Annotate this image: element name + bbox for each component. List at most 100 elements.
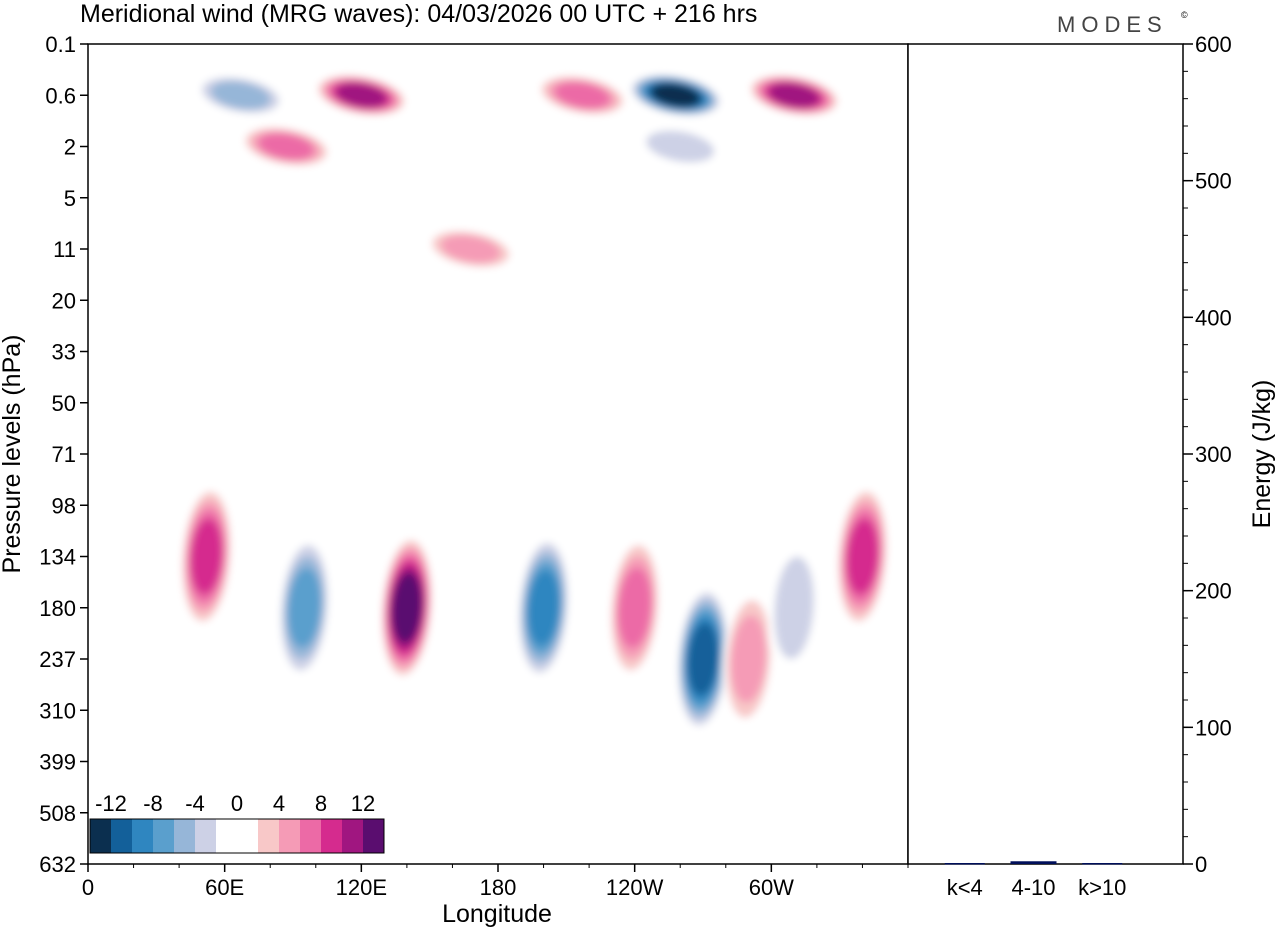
colorbar-swatch [111,819,132,853]
contour-feature [835,482,889,631]
contour-feature [746,73,842,117]
y-tick-label: 2 [64,135,76,160]
y-tick-label: 508 [39,801,76,826]
plot-area [88,44,908,864]
x-axis-label: Longitude [442,900,552,928]
y-tick-label: 632 [39,852,76,877]
y-tick-label: 5 [64,186,76,211]
y-axis-label: Pressure levels (hPa) [0,335,26,574]
colorbar-swatch [300,819,321,853]
contour-level [190,518,223,595]
contour-feature [767,533,821,682]
contour-feature [179,482,233,631]
contour-level [287,567,321,648]
y-tick-label: 237 [39,647,76,672]
contour-feature [676,585,730,733]
energy-category-label: k>10 [1078,875,1126,900]
contour-level [687,622,719,696]
contour-feature [608,533,662,682]
brand-text: MODES [1057,12,1168,37]
contour-feature [423,227,519,271]
contour-feature [632,125,728,168]
y-tick-label: 98 [52,493,76,518]
colorbar-swatch [153,819,174,853]
colorbar-swatch [174,819,195,853]
contour-feature [534,73,630,117]
x-tick-label: 60E [205,875,244,900]
contour-feature [380,533,434,682]
contour-feature [238,125,334,168]
y-tick-label: 20 [52,288,76,313]
colorbar-swatch [216,819,237,853]
y-tick-label: 33 [52,340,76,365]
colorbar: -12 -8 -4 0 4 8 12 [88,781,385,859]
x-tick-label: 0 [82,875,94,900]
contour-feature [313,73,409,117]
colorbar-swatch [132,819,153,853]
colorbar-swatch [237,819,258,853]
brand-mark: © [1181,10,1188,20]
x-tick-label: 60W [749,875,794,900]
colorbar-label: -4 [185,791,205,816]
x-tick-label: 180 [480,875,517,900]
y-tick-label: 134 [39,545,76,570]
energy-tick-label: 200 [1195,579,1232,604]
contour-level [846,518,879,595]
colorbar-swatch [90,819,111,853]
energy-tick-label: 0 [1195,852,1207,877]
contour-feature [517,533,571,682]
contour-feature [277,533,331,682]
wind-contours [179,73,889,733]
energy-panel [907,43,1184,865]
x-tick-label: 120W [606,875,664,900]
energy-category-label: 4-10 [1011,875,1055,900]
energy-bar [1010,861,1057,864]
colorbar-swatch [258,819,279,853]
contour-level [336,83,387,108]
colorbar-label: 4 [273,791,285,816]
energy-axis-label: Energy (J/kg) [1248,380,1276,529]
contour-feature [628,73,724,117]
colorbar-label: 12 [351,791,375,816]
y-tick-label: 0.6 [45,83,76,108]
y-tick-label: 71 [52,442,76,467]
contour-feature [193,73,289,117]
colorbar-swatch [279,819,300,853]
contour-level [441,235,501,263]
contour-level [258,133,314,160]
contour-level [527,570,560,646]
contour-level [211,81,271,110]
contour-level [651,83,700,107]
y-tick-label: 399 [39,750,76,775]
contour-feature [722,585,776,733]
colorbar-swatch [363,819,384,853]
colorbar-label: -12 [95,791,127,816]
brand-logo: MODES © [1057,10,1188,37]
y-tick-label: 310 [39,698,76,723]
colorbar-label: -8 [143,791,163,816]
contour-level [391,572,422,643]
y-tick-label: 0.1 [45,32,76,57]
energy-tick-label: 100 [1195,715,1232,740]
colorbar-swatch [342,819,363,853]
energy-tick-label: 400 [1195,305,1232,330]
energy-bar [944,863,985,865]
x-tick-label: 120E [336,875,387,900]
colorbar-frame [89,818,385,854]
energy-tick-label: 500 [1195,169,1232,194]
y-tick-label: 50 [52,391,76,416]
contour-level [555,82,610,109]
contour-level [730,615,767,703]
colorbar-swatch [321,819,342,853]
energy-tick-label: 600 [1195,32,1232,57]
contour-level [618,567,652,648]
energy-tick-label: 300 [1195,442,1232,467]
contour-level [769,83,820,108]
energy-category-label: k<4 [947,875,983,900]
energy-bar [1082,863,1123,865]
y-tick-label: 180 [39,596,76,621]
contour-level [646,130,715,163]
y-tick-label: 11 [53,237,76,262]
contour-level [774,556,814,659]
